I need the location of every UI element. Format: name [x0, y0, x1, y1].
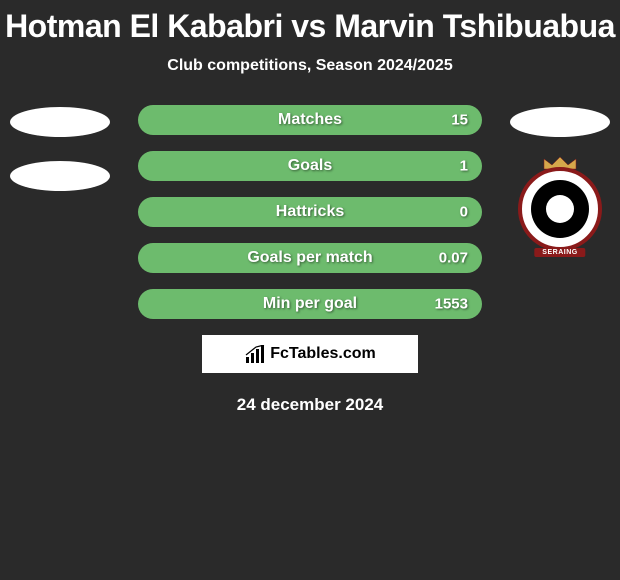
club-badge: SERAING: [510, 163, 610, 263]
stat-label: Min per goal: [263, 295, 357, 313]
footer-brand: FcTables.com: [270, 345, 376, 363]
placeholder-badge-left-1: [10, 107, 110, 137]
bar-chart-icon: [244, 345, 266, 363]
stat-value-right: 15: [451, 112, 468, 129]
stat-row: Goals 1: [138, 151, 482, 181]
footer-logo: FcTables.com: [202, 335, 418, 373]
stat-row: Hattricks 0: [138, 197, 482, 227]
placeholder-badge-left-2: [10, 161, 110, 191]
club-ring: [518, 167, 602, 251]
main-container: Hotman El Kababri vs Marvin Tshibuabua C…: [0, 0, 620, 415]
stat-label: Goals per match: [247, 249, 372, 267]
club-inner: [531, 180, 589, 238]
vs-text: vs: [291, 8, 326, 44]
footer-date: 24 december 2024: [0, 395, 620, 415]
stat-row: Min per goal 1553: [138, 289, 482, 319]
placeholder-badge-right-1: [510, 107, 610, 137]
stat-row: Matches 15: [138, 105, 482, 135]
club-name-banner: SERAING: [534, 248, 585, 257]
stats-area: SERAING Matches 15 Goals 1 Hattricks 0 Goals p…: [0, 105, 620, 319]
stat-value-right: 1: [460, 158, 468, 175]
club-inner-circle: [546, 195, 574, 223]
subtitle: Club competitions, Season 2024/2025: [0, 57, 620, 75]
stat-label: Goals: [288, 157, 332, 175]
player-right-name: Marvin Tshibuabua: [334, 8, 615, 44]
stat-value-right: 1553: [435, 296, 468, 313]
stat-bars: Matches 15 Goals 1 Hattricks 0 Goals per match…: [138, 105, 482, 319]
page-title: Hotman El Kababri vs Marvin Tshibuabua: [0, 8, 620, 45]
stat-label: Hattricks: [276, 203, 344, 221]
stat-label: Matches: [278, 111, 342, 129]
player-left-name: Hotman El Kababri: [5, 8, 283, 44]
stat-value-right: 0: [460, 204, 468, 221]
stat-row: Goals per match 0.07: [138, 243, 482, 273]
stat-value-right: 0.07: [439, 250, 468, 267]
